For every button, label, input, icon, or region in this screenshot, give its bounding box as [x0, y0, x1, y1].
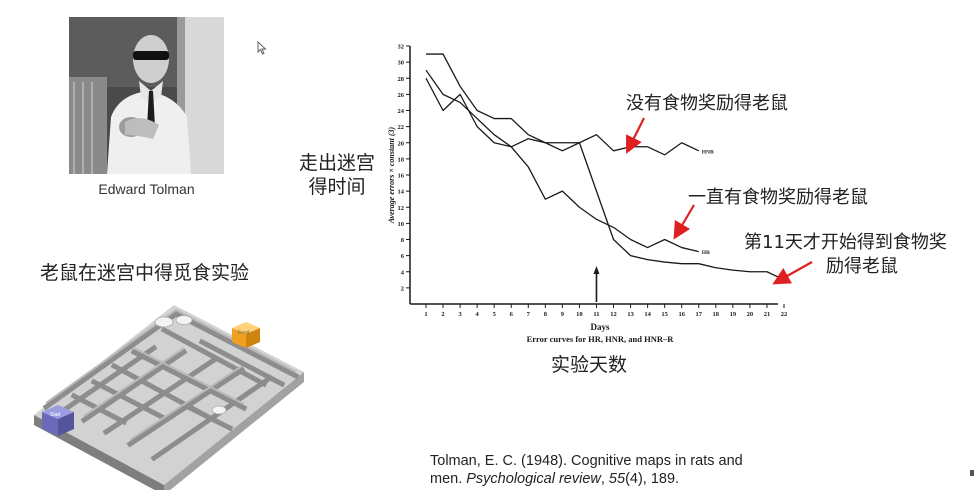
- citation-sep: ,: [600, 471, 609, 487]
- x-tick-label: 19: [730, 311, 737, 318]
- edward-tolman-photo: [69, 17, 224, 174]
- x-tick-label: 4: [476, 311, 480, 318]
- series-label-hr: HR: [702, 250, 711, 256]
- x-tick-label: 17: [696, 311, 703, 318]
- series-line-hr: [425, 69, 699, 253]
- y-tick-label: 2: [401, 285, 404, 292]
- day-marker-arrow-icon: [593, 266, 600, 274]
- x-tick-label: 1: [424, 311, 427, 318]
- edge-mark: [970, 470, 974, 476]
- x-tick-label: 14: [644, 311, 651, 318]
- x-tick-label: 2: [441, 311, 444, 318]
- annotation-no-reward: 没有食物奖励得老鼠: [626, 93, 788, 114]
- x-tick-label: 15: [661, 311, 668, 318]
- y-axis-label: Average errors × constant (3): [387, 126, 396, 224]
- y-tick-label: 30: [398, 60, 405, 67]
- x-tick-label: 8: [544, 311, 548, 318]
- citation-volume: 55: [608, 471, 626, 487]
- x-tick-label: 18: [713, 311, 720, 318]
- x-tick-label: 21: [764, 311, 771, 318]
- y-tick-label: 14: [398, 189, 405, 196]
- annotation-late-reward-line2: 励得老鼠: [826, 256, 898, 277]
- series-line-hnr: [426, 53, 700, 156]
- y-axis-label-cn: 走出迷宫得时间: [298, 152, 375, 198]
- food-box: Food: [232, 322, 260, 348]
- annotation-always-reward: 一直有食物奖励得老鼠: [688, 187, 868, 208]
- x-tick-label: 12: [610, 311, 617, 318]
- y-tick-label: 24: [398, 108, 405, 115]
- x-tick-label: 16: [678, 311, 685, 318]
- maze-illustration: Food Start: [34, 305, 304, 490]
- series-line-hnr-r: [425, 77, 785, 281]
- y-tick-label: 20: [398, 140, 405, 147]
- x-tick-label: 11: [593, 311, 599, 318]
- x-tick-label: 9: [561, 311, 565, 318]
- citation-issue-pages: (4), 189.: [625, 471, 680, 487]
- x-tick-label: 10: [576, 311, 583, 318]
- y-tick-label: 32: [398, 44, 405, 51]
- x-tick-label: 22: [781, 311, 788, 318]
- x-tick-label: 3: [458, 311, 462, 318]
- y-tick-label: 28: [398, 76, 405, 83]
- y-tick-label: 18: [398, 156, 405, 163]
- citation-line2: men. Psychological review, 55(4), 189.: [430, 470, 743, 488]
- series-label-hnr-r: HNR-R: [787, 278, 788, 284]
- maze-title: 老鼠在迷宫中得觅食实验: [40, 262, 250, 284]
- x-tick-label: 5: [493, 311, 497, 318]
- series-label-hnr: HNR: [702, 149, 715, 155]
- y-tick-label: 22: [398, 124, 405, 131]
- y-tick-label: 26: [398, 92, 405, 99]
- y-tick-label: 8: [401, 237, 405, 244]
- start-box: Start: [42, 405, 74, 436]
- citation-line1: Tolman, E. C. (1948). Cognitive maps in …: [430, 453, 743, 469]
- annotation-late-reward-line1: 第11天才开始得到食物奖: [744, 232, 947, 253]
- y-tick-label: 10: [398, 221, 405, 228]
- x-tick-label: 20: [747, 311, 754, 318]
- x-tick-label: 7: [527, 311, 531, 318]
- chart-caption: Error curves for HR, HNR, and HNR–R: [527, 334, 675, 344]
- start-label: Start: [50, 412, 61, 418]
- citation-journal: Psychological review: [466, 471, 601, 487]
- food-label: Food: [238, 330, 250, 336]
- y-tick-label: 16: [398, 173, 405, 180]
- y-tick-label: 6: [401, 253, 405, 260]
- y-tick-label: 12: [398, 205, 405, 212]
- mouse-cursor-icon: [257, 41, 267, 55]
- x-axis-label-cn: 实验天数: [551, 354, 628, 376]
- citation-authors-tail: men.: [430, 471, 467, 487]
- x-tick-label: 13: [627, 311, 634, 318]
- x-tick-label: 6: [510, 311, 514, 318]
- x-axis-label: Days: [590, 322, 609, 332]
- y-tick-label: 4: [401, 269, 405, 276]
- photo-caption: Edward Tolman: [98, 181, 195, 197]
- citation: Tolman, E. C. (1948). Cognitive maps in …: [430, 452, 743, 488]
